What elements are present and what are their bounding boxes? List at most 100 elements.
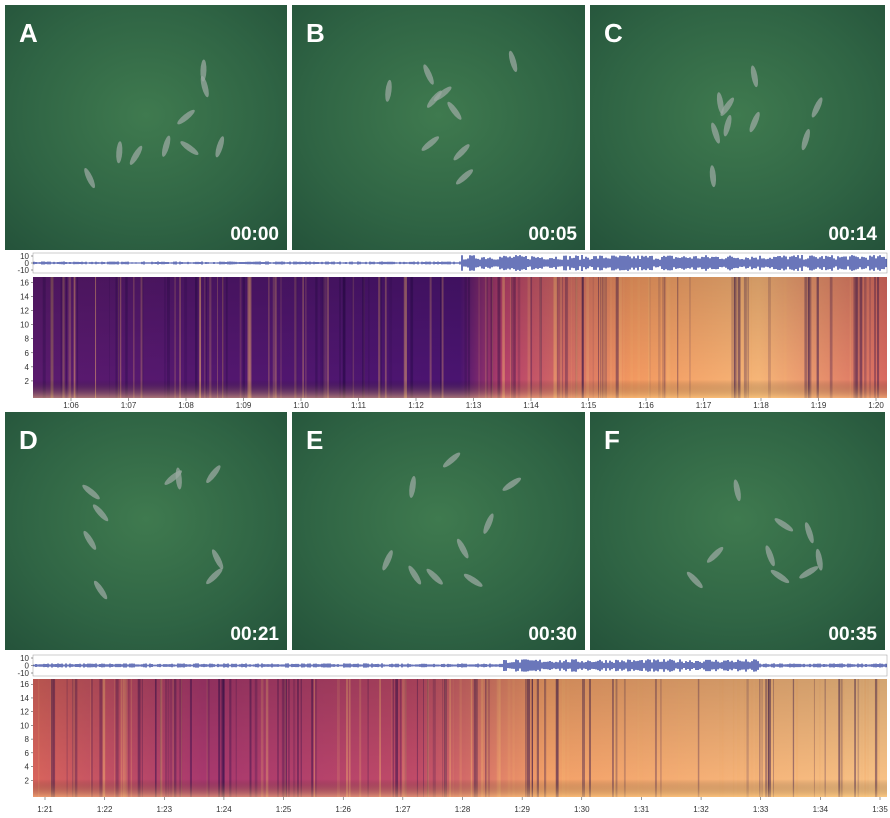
dolphin — [177, 109, 195, 125]
dolphin — [215, 136, 225, 158]
frequency-tick-label: 16 — [20, 278, 29, 287]
timestamp: 00:30 — [528, 624, 577, 645]
timestamp: 00:35 — [828, 624, 877, 645]
dolphin — [206, 568, 223, 585]
dolphin — [385, 79, 392, 102]
frequency-tick-label: 2 — [25, 377, 30, 386]
waveform-tick-label: 0 — [25, 662, 30, 671]
dolphin — [116, 141, 123, 164]
time-tick-label: 1:17 — [696, 401, 712, 410]
frequency-tick-label: 2 — [25, 776, 30, 785]
dolphin — [455, 169, 474, 185]
dolphin — [442, 452, 461, 468]
dolphin — [463, 573, 483, 587]
time-tick-label: 1:29 — [514, 805, 530, 814]
dolphin — [716, 92, 724, 114]
spectrogram-shade — [33, 277, 887, 398]
waveform — [33, 255, 887, 271]
panel-letter: B — [306, 18, 325, 48]
dolphin — [686, 571, 703, 589]
dolphin — [423, 64, 434, 85]
frequency-tick-label: 10 — [20, 321, 29, 330]
timestamp: 00:05 — [528, 224, 577, 245]
frequency-tick-label: 4 — [25, 363, 30, 372]
time-tick-label: 1:33 — [753, 805, 769, 814]
dolphin — [211, 549, 224, 570]
time-tick-label: 1:18 — [753, 401, 769, 410]
frequency-tick-label: 8 — [25, 735, 30, 744]
dolphin — [508, 50, 518, 73]
time-tick-label: 1:25 — [276, 805, 292, 814]
dolphin — [711, 122, 720, 144]
time-tick-label: 1:16 — [638, 401, 654, 410]
dolphin — [84, 168, 95, 189]
dolphin — [206, 465, 221, 484]
dolphin — [200, 59, 207, 82]
time-tick-label: 1:19 — [811, 401, 827, 410]
dolphin — [815, 548, 823, 571]
dolphin — [706, 546, 724, 563]
aerial-photo — [590, 5, 885, 250]
dolphin — [770, 569, 790, 584]
frequency-tick-label: 6 — [25, 749, 30, 758]
dolphin — [161, 135, 171, 157]
panel-letter: D — [19, 425, 38, 455]
panel-letter: F — [604, 425, 620, 455]
waveform-tick-label: 10 — [20, 654, 29, 663]
frequency-tick-label: 4 — [25, 763, 30, 772]
panel-letter: E — [306, 425, 323, 455]
time-tick-label: 1:35 — [872, 805, 888, 814]
aerial-photo — [292, 412, 585, 650]
panel-letter: A — [19, 18, 38, 48]
timestamp: 00:14 — [828, 224, 877, 245]
dolphin — [164, 470, 182, 485]
dolphin — [804, 522, 814, 544]
waveform-tick-label: 0 — [25, 259, 30, 268]
dolphin — [801, 128, 810, 151]
dolphin — [723, 114, 732, 137]
frequency-tick-label: 16 — [20, 680, 29, 689]
dolphin — [447, 101, 462, 120]
dolphin — [93, 580, 108, 600]
dolphin — [409, 476, 416, 498]
aerial-photo — [590, 412, 885, 650]
time-tick-label: 1:11 — [351, 401, 367, 410]
time-tick-label: 1:27 — [395, 805, 411, 814]
dolphin — [765, 545, 775, 567]
dolphin — [129, 145, 143, 165]
dolphin — [749, 111, 760, 133]
time-tick-label: 1:30 — [574, 805, 590, 814]
dolphin — [774, 518, 794, 532]
dolphin — [750, 65, 759, 88]
dolphin — [483, 513, 494, 534]
waveform-tick-label: -10 — [17, 669, 29, 678]
time-tick-label: 1:21 — [37, 805, 53, 814]
time-tick-label: 1:07 — [121, 401, 137, 410]
dolphin — [382, 550, 393, 571]
time-tick-label: 1:10 — [293, 401, 309, 410]
time-tick-label: 1:06 — [63, 401, 79, 410]
frequency-tick-label: 6 — [25, 349, 30, 358]
waveform-tick-label: 10 — [20, 252, 29, 261]
dolphin — [83, 530, 97, 550]
dolphin — [811, 97, 823, 118]
frequency-tick-label: 8 — [25, 335, 30, 344]
dolphin — [799, 566, 819, 579]
time-tick-label: 1:32 — [693, 805, 709, 814]
time-tick-label: 1:34 — [813, 805, 829, 814]
frequency-tick-label: 14 — [20, 694, 29, 703]
aerial-photo — [5, 412, 287, 650]
dolphin — [733, 479, 741, 502]
aerial-photo — [292, 5, 585, 250]
time-tick-label: 1:12 — [408, 401, 424, 410]
dolphin — [453, 144, 470, 161]
frequency-tick-label: 10 — [20, 721, 29, 730]
spectrogram-shade — [33, 679, 887, 797]
time-tick-label: 1:28 — [455, 805, 471, 814]
dolphin — [421, 136, 440, 151]
waveform — [33, 659, 887, 672]
time-tick-label: 1:22 — [97, 805, 113, 814]
dolphin — [426, 568, 443, 585]
timestamp: 00:21 — [230, 624, 279, 645]
